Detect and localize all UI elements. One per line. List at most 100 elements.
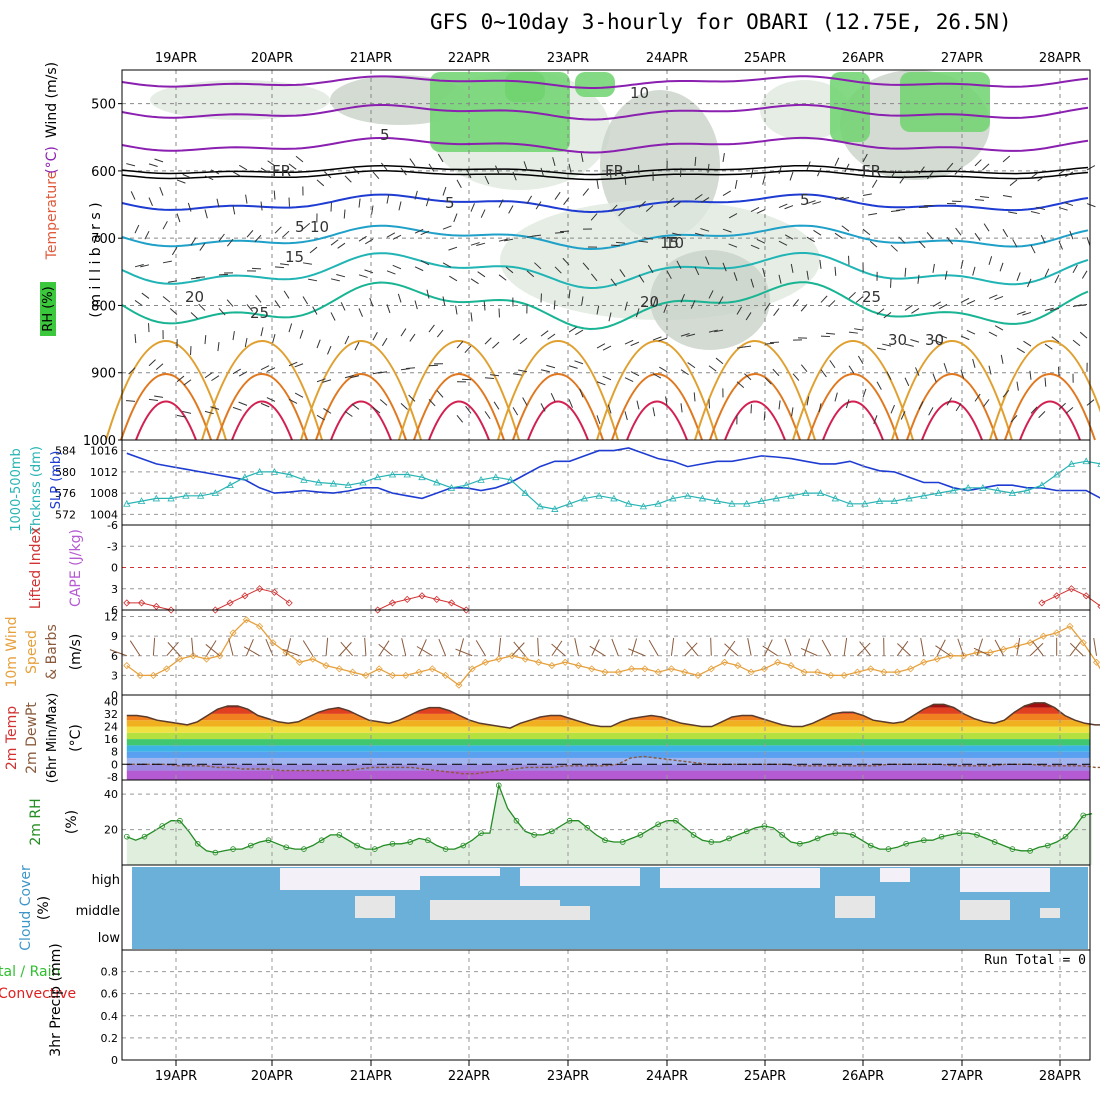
wind-barb	[470, 242, 480, 246]
wind-barb	[778, 274, 782, 284]
rh-legend-swatch	[40, 282, 56, 336]
wind-barb	[624, 301, 628, 311]
low-level-temp-contour	[120, 373, 212, 441]
wind-barb-10m	[498, 637, 502, 656]
thickness-marker	[905, 494, 913, 502]
wind-barb-10m	[994, 639, 1004, 657]
wind-barb	[772, 368, 780, 377]
wind-barb	[1038, 411, 1046, 419]
wind-barb-10m	[724, 643, 739, 657]
wind-speed-marker	[468, 665, 476, 673]
dewpoint2m-label: 2m DewPt	[24, 702, 40, 774]
wind-barb-10m	[628, 648, 646, 657]
wind-barb	[680, 369, 689, 376]
low-level-temp-contour	[724, 400, 786, 441]
wind-barb	[1072, 264, 1078, 274]
wind-barb	[596, 305, 600, 315]
wind-barb	[773, 308, 780, 316]
wind-barb	[337, 242, 346, 249]
wind-speed-marker	[362, 671, 370, 679]
temp-tick: -8	[107, 771, 118, 784]
thickness-marker	[196, 491, 205, 499]
wind-barb	[820, 295, 828, 303]
wind-barb	[862, 228, 871, 236]
cloud-cover-gap	[560, 906, 590, 920]
wind-barb	[344, 374, 354, 379]
wind-speed-marker	[455, 681, 463, 689]
wind-barb	[862, 153, 868, 163]
wind-tick: 0	[111, 689, 118, 702]
wind-barb	[358, 274, 368, 278]
thickness-marker	[418, 473, 426, 481]
contour-label: 30	[925, 331, 944, 349]
lifted-index-marker	[123, 599, 131, 607]
wind-barb	[636, 400, 640, 410]
wind-barb	[602, 375, 612, 381]
wind-barb	[414, 300, 418, 310]
cloud-cover-gap	[520, 868, 640, 886]
cloud-unit-label: (%)	[36, 896, 52, 920]
wind-barb	[484, 175, 490, 185]
thickness-marker	[639, 502, 648, 510]
wind-barb	[568, 365, 578, 369]
wind-barb	[652, 373, 662, 379]
thickness-marker	[595, 491, 603, 499]
contour-label: 5	[295, 218, 305, 236]
wind-barb	[302, 222, 311, 230]
thickness-marker	[433, 478, 441, 486]
lifted-index-marker	[433, 595, 441, 603]
wind-barb	[420, 260, 430, 266]
wind-barb	[568, 326, 577, 333]
temp-contour	[121, 75, 1089, 89]
wind-speed-marker	[933, 655, 941, 663]
wind-barb	[581, 296, 584, 306]
wind-barb	[295, 155, 304, 163]
wind-barb	[582, 262, 590, 270]
wind-barb	[911, 308, 920, 314]
cloud-cover-gap	[420, 868, 500, 876]
wind-barb	[216, 198, 220, 208]
wind-barb-10m	[591, 639, 600, 656]
slp-tick: 1012	[90, 466, 118, 479]
rh2m-marker	[991, 839, 998, 845]
wind-barb	[1050, 307, 1060, 311]
wind-barb-10m	[897, 643, 911, 657]
rh2m-line	[126, 782, 1093, 854]
wind-barb	[820, 369, 827, 378]
wind-speed-marker	[734, 662, 742, 670]
contour-label: 10	[665, 234, 684, 252]
precip-panel	[121, 949, 1091, 1061]
wind-barb	[392, 264, 402, 270]
wind-barb	[168, 280, 178, 283]
wind-barb	[372, 171, 380, 180]
wind-barb	[260, 365, 270, 371]
wind-barb	[568, 399, 573, 408]
temp-unit-label: (°C)	[68, 724, 84, 752]
wind-barb-10m	[821, 639, 832, 657]
wind-barb	[917, 274, 920, 284]
wind-barb	[420, 230, 430, 236]
thickness-marker	[137, 497, 146, 504]
rh2m-marker	[673, 817, 679, 824]
wind-barb	[322, 379, 332, 383]
wind-speed-marker	[242, 616, 250, 624]
wind-barb	[498, 199, 504, 208]
wind-barb	[694, 232, 704, 236]
thickness-top-label: 1000-500mb	[9, 448, 24, 532]
lifted-index-marker	[256, 585, 264, 593]
rh2m-marker	[974, 832, 980, 838]
wind-axis-label: Wind (m/s)	[44, 62, 60, 138]
wind-barb	[1058, 240, 1063, 250]
wind-barb	[819, 259, 822, 269]
wind-barb	[490, 374, 500, 377]
wind-speed-label: Speed	[24, 630, 40, 674]
wind-barb	[130, 191, 136, 200]
temp-tick: 32	[104, 708, 118, 721]
wind-barb	[722, 152, 725, 162]
upper-y-tick: 700	[91, 232, 116, 247]
wind-barb	[778, 400, 781, 410]
dewpoint-line	[126, 755, 1100, 775]
thickness-marker	[315, 478, 323, 486]
temp-contour	[121, 252, 1089, 290]
temperature-unit-label: (°C)	[44, 146, 60, 174]
